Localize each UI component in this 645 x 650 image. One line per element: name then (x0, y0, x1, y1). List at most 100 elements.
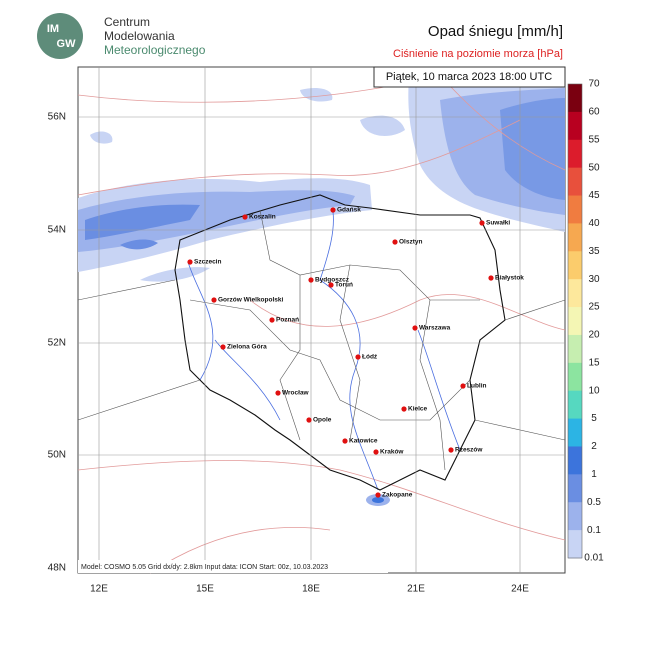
snow-area (372, 497, 384, 503)
city-marker (355, 354, 361, 360)
colorbar-label: 55 (588, 134, 600, 145)
region-borders (77, 209, 566, 471)
city-label: Gorzów Wielkopolski (218, 297, 284, 304)
snow-area (78, 190, 355, 252)
logo-line: Meteorologicznego (104, 43, 206, 57)
colorbar-label: 0.1 (587, 525, 601, 536)
footer-box (78, 560, 388, 573)
city-marker (460, 383, 466, 389)
lon-label: 12E (90, 584, 108, 595)
logo-badge-top: IM (47, 23, 59, 35)
logo-badge-bottom: GW (57, 38, 77, 50)
city-label: Łódź (362, 354, 378, 361)
logo-badge (37, 13, 83, 59)
country-border (174, 194, 506, 491)
colorbar-label: 10 (588, 385, 600, 396)
colorbar-bin (568, 362, 582, 392)
colorbar-bin (568, 251, 582, 280)
colorbar-bin (568, 530, 582, 559)
colorbar-label: 0.5 (587, 497, 601, 508)
city-label: Lublin (467, 383, 487, 390)
map: Koszalin Gdańsk Suwałki Olsztyn Szczecin Bydg… (77, 66, 566, 574)
city-label: Kielce (408, 406, 428, 413)
city-label: Rzeszów (455, 447, 483, 454)
lat-label: 56N (48, 112, 66, 123)
colorbar-label: 50 (588, 162, 600, 173)
city-marker (220, 344, 226, 350)
city-marker (373, 449, 379, 455)
colorbar-bin (568, 84, 582, 113)
colorbar-label: 45 (588, 190, 600, 201)
lat-label: 52N (48, 338, 66, 349)
city-label: Wrocław (282, 390, 310, 397)
lon-label: 15E (196, 584, 214, 595)
city-marker (308, 277, 314, 283)
map-subtitle: Ciśnienie na poziomie morza [hPa] (393, 48, 563, 60)
city-marker (306, 417, 312, 423)
snow-area (300, 88, 333, 102)
city-label: Koszalin (249, 214, 276, 221)
lon-label: 21E (407, 584, 425, 595)
city-label: Warszawa (419, 325, 451, 332)
lat-label: 48N (48, 563, 66, 574)
colorbar-bin (568, 195, 582, 224)
colorbar-bin (568, 139, 582, 169)
city-label: Poznań (276, 317, 299, 324)
city-label: Opole (313, 417, 332, 424)
colorbar-label: 35 (588, 246, 600, 257)
city-marker (479, 220, 485, 226)
city-marker (448, 447, 454, 453)
map-title: Opad śniegu [mm/h] (428, 23, 563, 40)
colorbar-bin (568, 167, 582, 197)
colorbar-bin (568, 223, 582, 252)
colorbar-label: 60 (588, 107, 600, 118)
city-marker (242, 214, 248, 220)
colorbar-bin (568, 418, 582, 447)
city-marker (330, 207, 336, 213)
colorbar: 70 60 55 50 45 40 35 30 25 20 15 10 5 2 1 0.5 0.1 0.01 (567, 79, 604, 564)
colorbar-label: 70 (588, 79, 600, 90)
city-label: Szczecin (194, 259, 221, 266)
colorbar-bin (568, 307, 582, 336)
city-label: Zielona Góra (227, 344, 267, 351)
city-marker (488, 275, 494, 281)
logo-line: Centrum (104, 15, 150, 29)
colorbar-bin (568, 279, 582, 308)
city-marker (342, 438, 348, 444)
colorbar-frame (567, 83, 583, 559)
city-label: Kraków (380, 449, 404, 456)
rivers (187, 211, 461, 491)
isobars (77, 74, 566, 574)
city-label: Olsztyn (399, 239, 423, 246)
city-marker (401, 406, 407, 412)
city-marker (412, 325, 418, 331)
city-marker (392, 239, 398, 245)
model-info: Model: COSMO 5.05 Grid dx/dy: 2.8km Inpu… (81, 564, 328, 571)
snow-area (120, 239, 158, 250)
colorbar-bin (568, 446, 582, 475)
colorbar-label: 0.01 (584, 553, 604, 564)
city-label: Toruń (335, 282, 353, 289)
city-label: Bydgoszcz (315, 277, 350, 284)
colorbar-bin (568, 334, 582, 364)
colorbar-label: 40 (588, 218, 600, 229)
lon-label: 18E (302, 584, 320, 595)
city-label: Białystok (495, 275, 524, 282)
colorbar-bin (568, 502, 582, 531)
logo-line: Modelowania (104, 29, 175, 43)
snow-area (360, 115, 405, 136)
city-marker (328, 282, 334, 288)
snow-area (90, 131, 113, 144)
lon-label: 24E (511, 584, 529, 595)
valid-time: Piątek, 10 marca 2023 18:00 UTC (386, 71, 552, 83)
colorbar-label: 2 (591, 441, 597, 452)
city-marker (211, 297, 217, 303)
city-label: Katowice (349, 438, 378, 445)
colorbar-label: 1 (591, 469, 597, 480)
lat-label: 50N (48, 450, 66, 461)
time-box (373, 66, 566, 88)
colorbar-label: 25 (588, 302, 600, 313)
city-label: Suwałki (486, 220, 510, 227)
colorbar-label: 30 (588, 274, 600, 285)
